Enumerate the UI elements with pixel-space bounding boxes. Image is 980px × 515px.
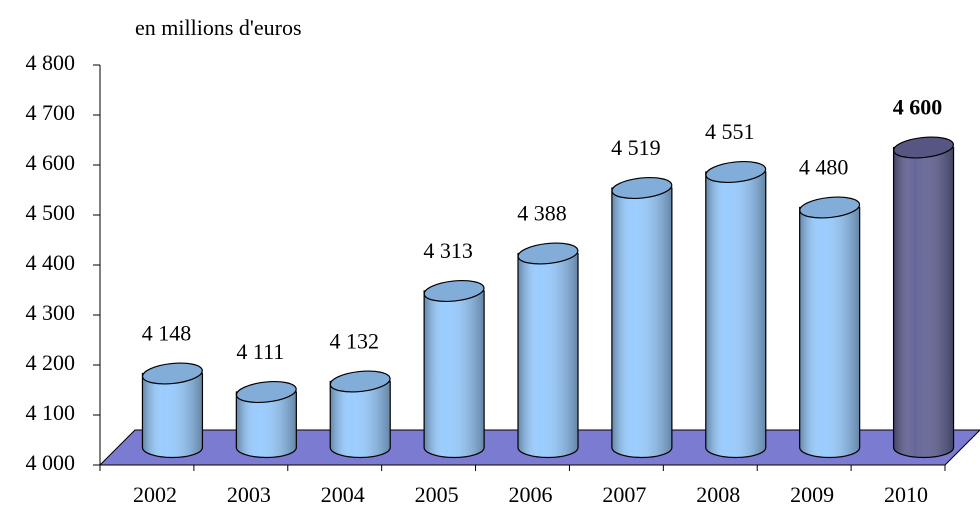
bar-shade [799,206,861,459]
bar-top-shade [612,177,672,199]
data-label: 4 480 [799,155,849,180]
x-tick-label: 2010 [884,482,928,507]
bar-top-shade [330,371,391,392]
bar [141,362,204,459]
x-tick-label: 2004 [321,482,365,507]
bar-shade [423,290,485,459]
bar-shade [892,146,955,459]
bar [423,279,485,459]
bar-top-shade [424,280,484,302]
bar [892,136,955,459]
bar-top [329,370,391,393]
bar-shade [329,380,391,459]
bar-top-shade [893,137,954,158]
data-label: 4 519 [611,135,661,160]
bar-top-shade [799,197,860,218]
data-label: 4 388 [517,201,567,226]
bar-top-shade [518,243,578,264]
bar-shade [141,372,204,459]
bar-top-shade [236,381,297,403]
bar-top [141,362,203,385]
bar-shade [611,187,673,459]
bar [705,160,767,459]
bar-top [893,136,955,159]
bar-top [611,176,673,200]
bar [799,196,861,459]
bar-top [705,160,767,184]
bar [611,176,673,459]
data-label: 4 551 [705,119,755,144]
chart-subtitle: en millions d'euros [135,15,302,40]
bar-top-shade [705,161,766,183]
bar-top [423,279,485,303]
y-tick-label: 4 100 [26,400,76,425]
bar-shade [235,391,297,459]
y-tick-label: 4 400 [26,250,76,275]
bar-top [799,196,861,219]
bar [517,242,579,459]
bar [329,370,391,459]
data-label: 4 600 [893,95,943,120]
y-tick-label: 4 300 [26,300,76,325]
data-label: 4 313 [423,238,473,263]
x-tick-label: 2006 [509,482,553,507]
bar-shade [517,252,579,459]
x-tick-label: 2005 [415,482,459,507]
bar-top [517,242,579,265]
y-tick-label: 4 200 [26,350,76,375]
data-label: 4 148 [142,321,192,346]
bar [235,380,297,459]
x-tick-label: 2009 [790,482,834,507]
bar-top-shade [142,363,203,384]
x-tick-label: 2007 [602,482,646,507]
data-label: 4 111 [236,339,284,364]
x-tick-label: 2008 [696,482,740,507]
bar-top [235,380,297,404]
y-tick-label: 4 700 [26,100,76,125]
bar-shade [705,171,767,459]
y-tick-label: 4 000 [26,450,76,475]
y-tick-label: 4 600 [26,150,76,175]
x-tick-label: 2003 [227,482,271,507]
y-tick-label: 4 500 [26,200,76,225]
y-tick-label: 4 800 [26,50,76,75]
data-label: 4 132 [329,329,379,354]
x-tick-label: 2002 [133,482,177,507]
